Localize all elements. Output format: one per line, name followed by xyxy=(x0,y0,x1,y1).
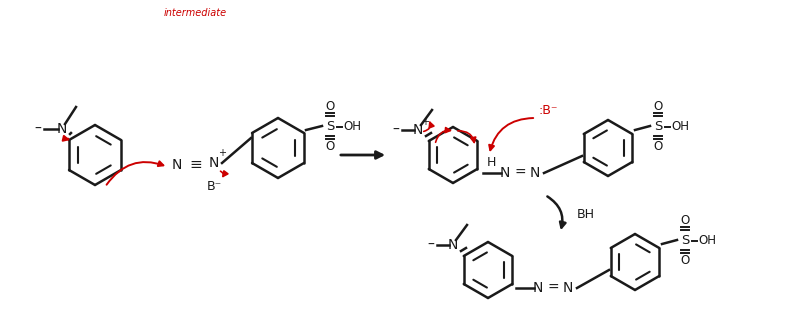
Text: :B⁻: :B⁻ xyxy=(538,103,558,116)
Text: N: N xyxy=(533,281,543,295)
Text: BH: BH xyxy=(577,209,595,221)
Text: N: N xyxy=(413,123,423,137)
Text: –: – xyxy=(34,122,42,136)
Text: –: – xyxy=(393,123,399,137)
Text: intermediate: intermediate xyxy=(163,8,226,18)
Text: O: O xyxy=(680,254,690,266)
Text: O: O xyxy=(680,214,690,227)
Text: O: O xyxy=(654,140,662,153)
Text: B⁻: B⁻ xyxy=(206,181,222,194)
Text: N: N xyxy=(448,238,458,252)
Text: N: N xyxy=(530,166,540,180)
Text: OH: OH xyxy=(671,121,689,134)
Text: O: O xyxy=(654,99,662,112)
Text: N: N xyxy=(500,166,510,180)
Text: S: S xyxy=(326,120,334,132)
Text: S: S xyxy=(654,120,662,132)
Text: =: = xyxy=(514,166,526,180)
Text: S: S xyxy=(681,233,689,246)
Text: O: O xyxy=(326,140,334,153)
Text: OH: OH xyxy=(343,121,361,134)
Text: OH: OH xyxy=(698,234,716,247)
Text: +: + xyxy=(218,148,226,158)
Text: N: N xyxy=(172,158,182,172)
Text: –: – xyxy=(427,238,434,252)
Text: O: O xyxy=(326,99,334,112)
Text: N: N xyxy=(57,122,67,136)
Text: +: + xyxy=(421,117,429,127)
Text: H: H xyxy=(486,156,496,170)
Text: N: N xyxy=(563,281,573,295)
Text: ≡: ≡ xyxy=(190,157,202,172)
Text: N: N xyxy=(209,156,219,170)
Text: =: = xyxy=(547,281,559,295)
